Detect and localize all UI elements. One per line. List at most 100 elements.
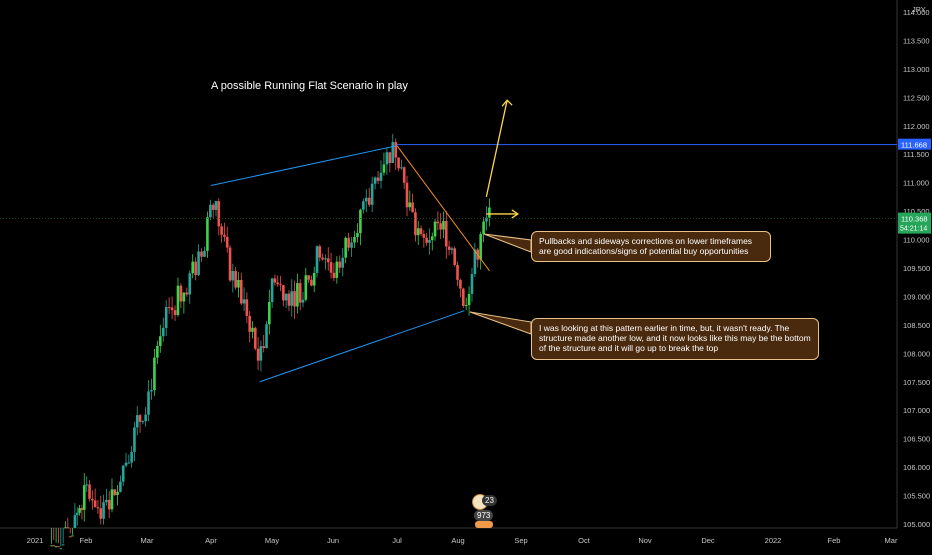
y-tick-label: 107.500	[903, 378, 930, 387]
candle-body	[382, 164, 386, 173]
candle-body	[256, 348, 260, 361]
candle-body	[488, 207, 491, 218]
y-tick-label: 111.500	[903, 150, 929, 159]
candle-body	[459, 279, 462, 289]
boosts-count-badge: 973	[474, 510, 494, 521]
candle-body	[102, 502, 105, 519]
candle-body	[453, 248, 457, 265]
candle-body	[400, 167, 403, 169]
y-tick-label: 110.000	[903, 236, 930, 245]
candle-body	[370, 183, 374, 205]
candle-body	[350, 242, 353, 248]
callout-pullbacks-text: Pullbacks and sideways corrections on lo…	[539, 236, 753, 256]
candle-body	[71, 535, 74, 537]
candle-body	[188, 273, 192, 295]
x-tick-label: Mar	[885, 536, 898, 545]
candle-body	[78, 508, 81, 513]
candle-body	[80, 508, 84, 510]
candle-body	[422, 233, 426, 238]
projection-arrow[interactable]	[485, 100, 508, 198]
x-tick-label: Mar	[141, 536, 154, 545]
candle-body	[182, 292, 186, 302]
candle-body	[318, 246, 322, 258]
candle-body	[130, 451, 133, 463]
candle-body	[259, 346, 263, 361]
candle-body	[359, 209, 362, 234]
candle-body	[176, 285, 180, 315]
candle-body	[248, 315, 251, 332]
x-tick-label: Apr	[205, 536, 217, 545]
y-tick-label: 106.500	[903, 435, 930, 444]
candle-body	[59, 548, 63, 550]
candle-body	[304, 275, 308, 300]
countdown-text: 54:21:14	[900, 226, 927, 233]
candle-body	[405, 182, 409, 208]
candle-body	[245, 299, 249, 316]
candle-body	[164, 307, 168, 328]
candle-body	[391, 142, 395, 164]
resistance-price-text: 111.668	[901, 141, 927, 150]
candle-body	[473, 249, 477, 275]
y-tick-label: 109.000	[903, 292, 930, 301]
candle-body	[324, 258, 327, 260]
candle-body	[75, 512, 79, 516]
y-tick-label: 114.000	[903, 8, 930, 17]
candle-body	[347, 237, 350, 248]
candle-body	[442, 220, 445, 230]
candle-body	[385, 152, 389, 165]
candle-body	[436, 221, 440, 224]
candle-body	[228, 247, 232, 281]
candle-body	[217, 201, 221, 227]
candle-body	[464, 304, 468, 306]
channel-upper-line[interactable]	[210, 145, 398, 187]
candle-body	[54, 546, 58, 548]
candle-body	[147, 391, 150, 415]
rocket-icon	[475, 521, 493, 528]
y-tick-label: 112.000	[903, 122, 930, 131]
candle-body	[456, 264, 459, 280]
candle-body	[439, 223, 442, 230]
y-tick-label: 106.000	[903, 463, 930, 472]
candle-body	[467, 293, 471, 305]
candle-body	[64, 527, 67, 529]
candle-body	[397, 157, 400, 169]
x-tick-label: Jun	[327, 536, 339, 545]
candle-body	[485, 217, 488, 222]
candle-body	[239, 279, 243, 304]
candle-body	[335, 261, 339, 278]
candle-body	[211, 204, 215, 210]
currency-label: JPY	[912, 5, 926, 14]
candle-body	[447, 246, 451, 250]
candle-body	[251, 327, 254, 332]
channel-lower-line[interactable]	[259, 310, 465, 383]
candle-body	[237, 279, 240, 288]
candle-body	[470, 274, 474, 294]
candle-body	[161, 327, 165, 337]
boost-icon[interactable]: 23 973	[470, 494, 497, 530]
x-tick-label: Aug	[451, 536, 464, 545]
candle-body	[315, 246, 319, 273]
candle-body	[88, 484, 91, 499]
last-price-badge	[898, 212, 931, 234]
candle-body	[220, 226, 223, 235]
x-tick-label: Sep	[514, 536, 527, 545]
likes-count-badge: 23	[482, 495, 497, 506]
y-tick-label: 113.000	[903, 65, 930, 74]
x-tick-label: Feb	[80, 536, 93, 545]
x-tick-label: Jul	[392, 536, 402, 545]
candle-body	[85, 484, 89, 486]
y-tick-label: 109.500	[903, 264, 930, 273]
candle-body	[290, 291, 294, 306]
y-tick-label: 105.500	[903, 492, 930, 501]
y-tick-label: 111.000	[903, 179, 929, 188]
candle-body	[296, 283, 299, 307]
candle-body	[329, 262, 333, 273]
candle-body	[268, 302, 271, 325]
candle-body	[133, 427, 136, 452]
candle-body	[119, 481, 122, 492]
orange-trendline[interactable]	[396, 145, 490, 272]
projection-arrow-head	[501, 99, 513, 107]
candle-body	[121, 465, 125, 482]
